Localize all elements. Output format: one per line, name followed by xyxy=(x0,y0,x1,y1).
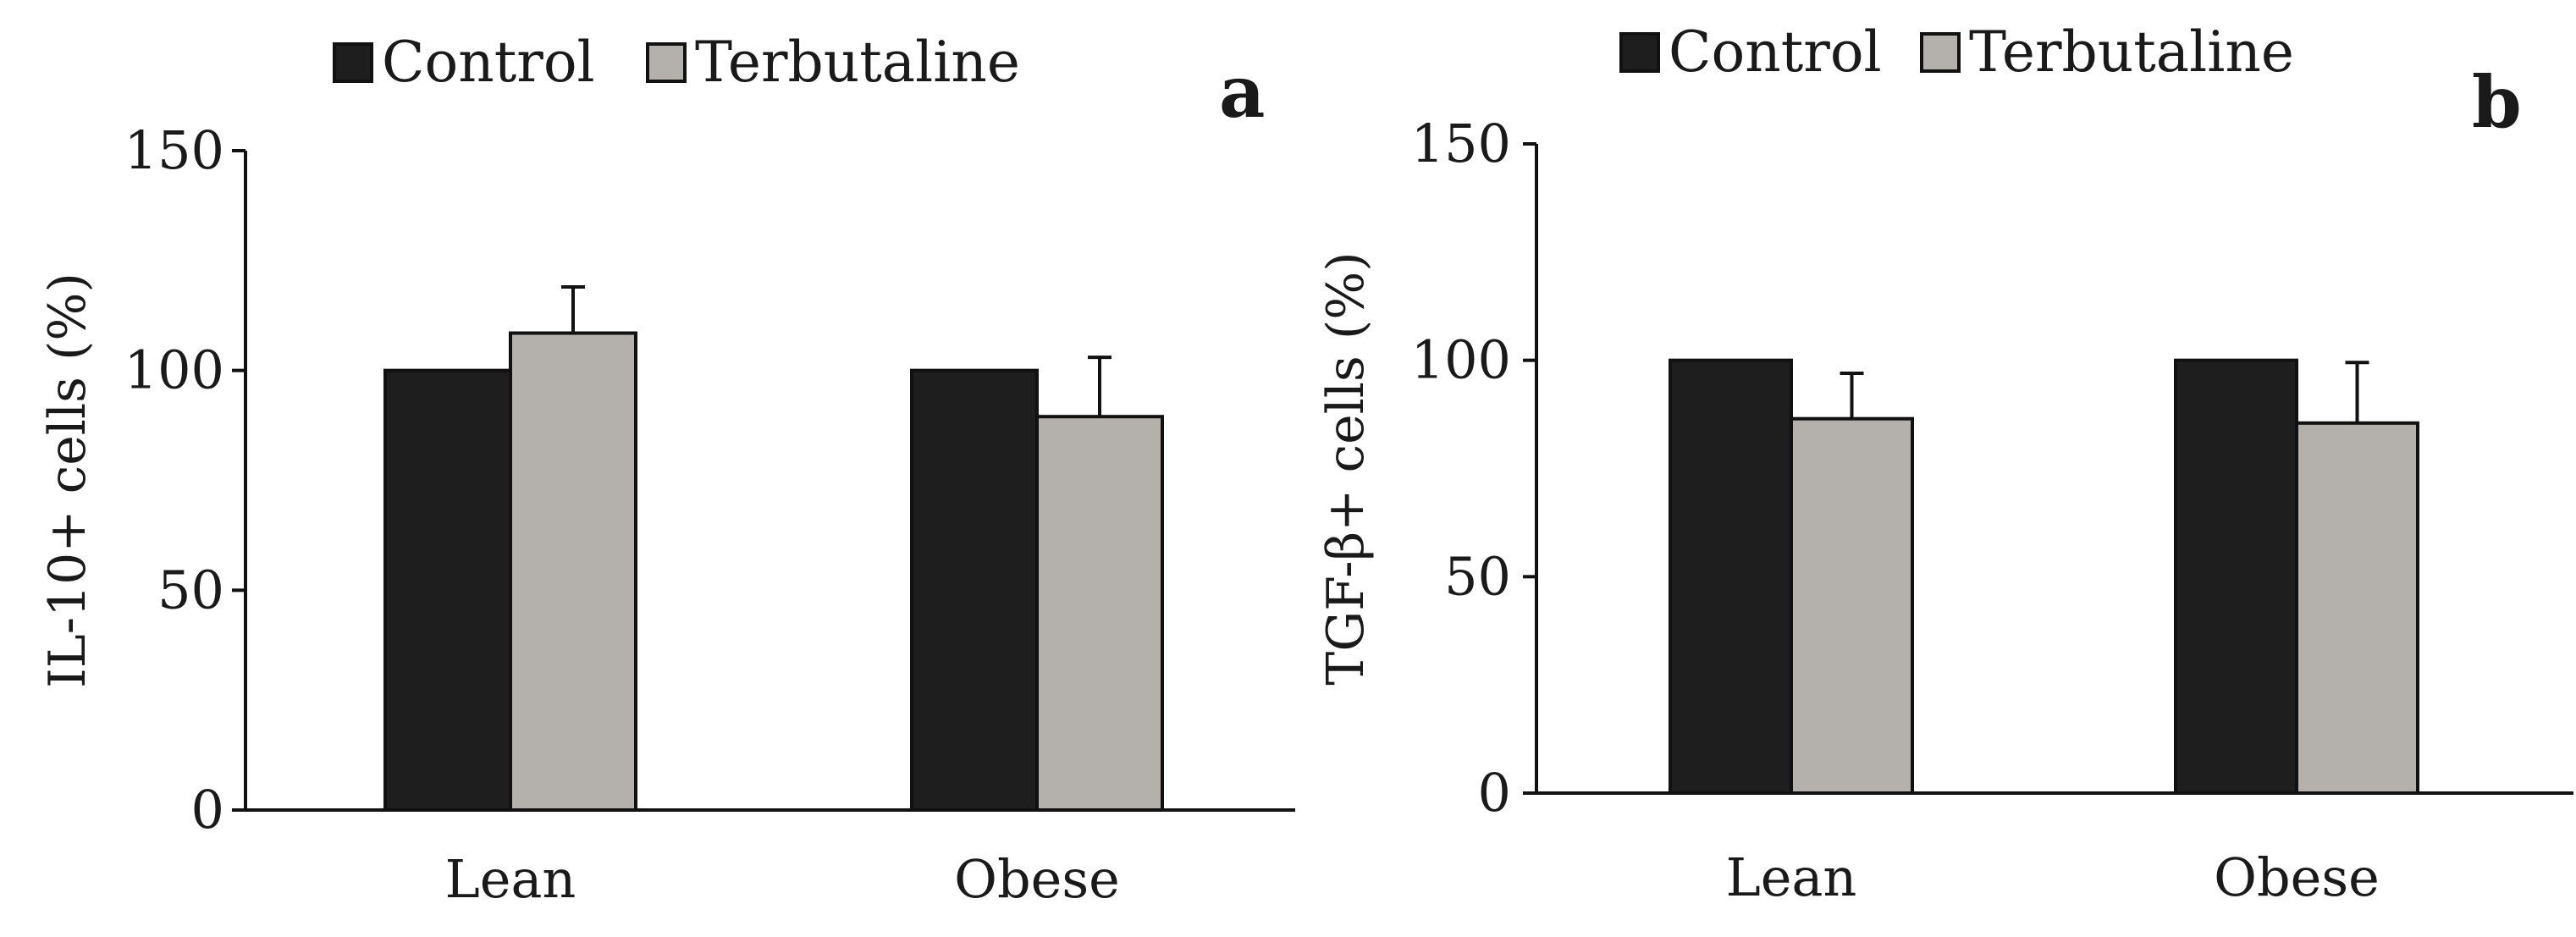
legend-swatch-control xyxy=(333,42,373,83)
y-tick-label: 0 xyxy=(1478,762,1511,824)
legend-swatch-control xyxy=(1619,32,1660,73)
legend-label-control: Control xyxy=(1669,19,1882,85)
bar-terbutaline-lean xyxy=(509,331,637,813)
y-tick-label: 150 xyxy=(124,119,224,181)
bar-terbutaline-obese xyxy=(2295,421,2419,795)
category-label: Obese xyxy=(954,848,1120,910)
y-tick-label: 0 xyxy=(191,779,224,841)
category-label: Lean xyxy=(445,848,576,910)
y-tick-label: 50 xyxy=(157,559,224,620)
legend-swatch-terbutaline xyxy=(1920,32,1961,73)
bar-control-obese xyxy=(910,368,1039,812)
legend-label-terbutaline: Terbutaline xyxy=(695,30,1020,95)
category-label: Lean xyxy=(1726,846,1857,908)
bar-terbutaline-obese xyxy=(1035,415,1164,812)
bar-terbutaline-lean xyxy=(1790,416,1914,795)
panel-letter: a xyxy=(1219,50,1265,134)
bar-control-lean xyxy=(1669,358,1793,795)
legend-swatch-terbutaline xyxy=(646,42,687,83)
panel-b: Lean Obese 0 50 100 150 TGF-β+ cells (%) Contro… xyxy=(1316,19,2573,908)
y-axis-title: TGF-β+ cells (%) xyxy=(1316,251,1376,685)
y-tick-label: 150 xyxy=(1411,113,1511,174)
y-tick-label: 100 xyxy=(124,339,224,401)
y-tick-label: 100 xyxy=(1411,329,1511,391)
legend-label-terbutaline: Terbutaline xyxy=(1969,19,2294,85)
panel-letter: b xyxy=(2472,60,2522,144)
legend-label-control: Control xyxy=(382,30,595,95)
y-axis-title: IL-10+ cells (%) xyxy=(38,273,97,688)
panel-a: Lean Obese 0 50 100 150 IL-10+ cells (%) Contro… xyxy=(38,30,1295,910)
y-tick-label: 50 xyxy=(1444,545,1511,607)
bar-control-lean xyxy=(383,368,512,812)
category-label: Obese xyxy=(2214,846,2380,908)
bar-control-obese xyxy=(2174,358,2298,795)
